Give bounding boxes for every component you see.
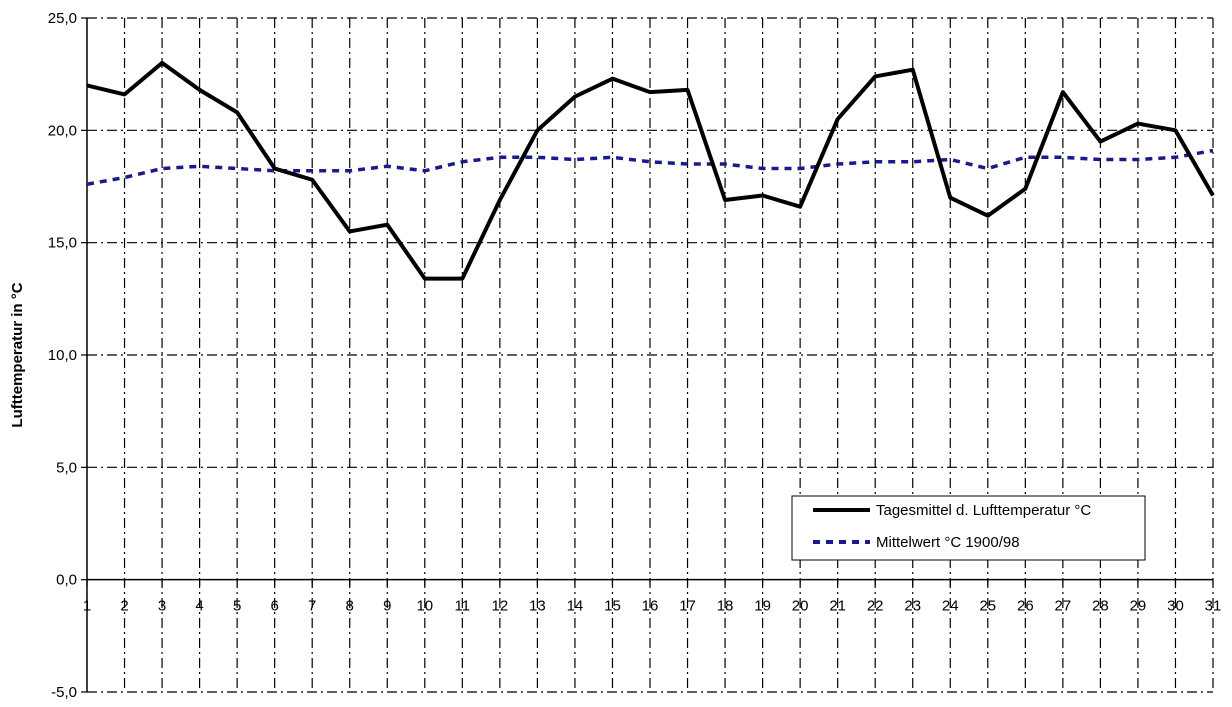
x-tick-label: 30 bbox=[1167, 598, 1184, 615]
x-tick-label: 7 bbox=[308, 598, 316, 615]
x-tick-label: 27 bbox=[1055, 598, 1072, 615]
x-tick-label: 22 bbox=[867, 598, 884, 615]
y-tick-label: 20,0 bbox=[48, 122, 77, 139]
x-tick-label: 19 bbox=[754, 598, 771, 615]
y-tick-label: 15,0 bbox=[48, 235, 77, 252]
x-tick-label: 6 bbox=[270, 598, 278, 615]
x-tick-label: 15 bbox=[604, 598, 621, 615]
y-tick-label: 25,0 bbox=[48, 10, 77, 27]
x-tick-label: 9 bbox=[383, 598, 391, 615]
x-tick-label: 25 bbox=[979, 598, 996, 615]
x-tick-label: 1 bbox=[83, 598, 91, 615]
x-tick-label: 2 bbox=[120, 598, 128, 615]
x-tick-label: 21 bbox=[829, 598, 846, 615]
y-tick-label: 5,0 bbox=[56, 459, 77, 476]
x-tick-label: 4 bbox=[195, 598, 203, 615]
legend-label-mean: Mittelwert °C 1900/98 bbox=[876, 534, 1020, 551]
y-axis-ticks: -5,0 0,0 5,0 10,0 15,0 20,0 25,0 bbox=[48, 10, 87, 701]
grid bbox=[87, 17, 1214, 693]
y-tick-label: 0,0 bbox=[56, 572, 77, 589]
x-tick-label: 20 bbox=[792, 598, 809, 615]
x-tick-label: 3 bbox=[158, 598, 166, 615]
x-tick-label: 23 bbox=[904, 598, 921, 615]
series-observed-line bbox=[86, 60, 1215, 281]
legend: Tagesmittel d. Lufttemperatur °C Mittelw… bbox=[791, 495, 1146, 561]
x-tick-label: 14 bbox=[567, 598, 584, 615]
x-tick-label: 11 bbox=[455, 598, 471, 615]
x-tick-label: 24 bbox=[942, 598, 959, 615]
y-tick-label: -5,0 bbox=[51, 684, 77, 701]
x-tick-label: 31 bbox=[1205, 598, 1222, 615]
series bbox=[86, 60, 1215, 281]
x-tick-label: 8 bbox=[346, 598, 354, 615]
x-tick-label: 16 bbox=[642, 598, 659, 615]
x-tick-label: 29 bbox=[1130, 598, 1147, 615]
x-tick-label: 12 bbox=[492, 598, 509, 615]
x-tick-label: 18 bbox=[717, 598, 734, 615]
legend-label-observed: Tagesmittel d. Lufttemperatur °C bbox=[876, 502, 1091, 519]
y-axis-label: Lufttemperatur in °C bbox=[9, 282, 26, 427]
x-axis-ticks: 1 2 3 4 5 6 7 8 9 10 11 12 13 14 15 16 17 18 19 20 21 22 23 24 2… bbox=[83, 579, 1222, 615]
legend-box bbox=[791, 495, 1146, 561]
y-tick-label: 10,0 bbox=[48, 347, 77, 364]
x-tick-label: 10 bbox=[416, 598, 433, 615]
x-tick-label: 17 bbox=[679, 598, 696, 615]
x-tick-label: 28 bbox=[1092, 598, 1109, 615]
x-tick-label: 13 bbox=[529, 598, 546, 615]
x-tick-label: 5 bbox=[233, 598, 241, 615]
x-tick-label: 26 bbox=[1017, 598, 1034, 615]
